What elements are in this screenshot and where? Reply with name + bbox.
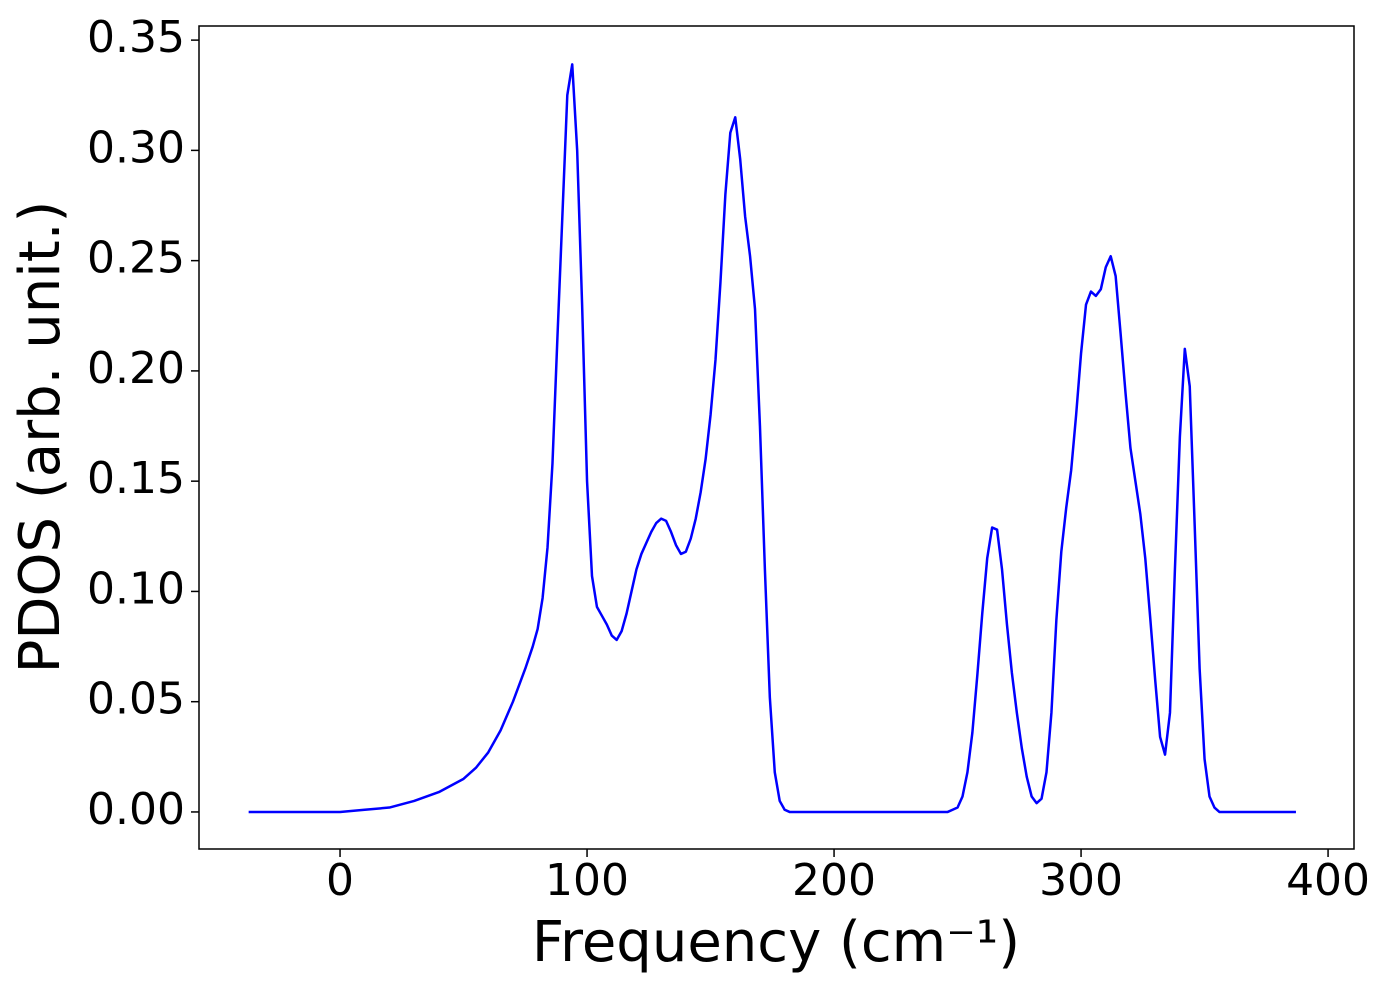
y-tick-label: 0.35 [87,12,185,63]
y-tick-label: 0.15 [87,453,185,504]
y-tick-label: 0.20 [87,343,185,394]
x-tick-label: 100 [545,855,629,906]
y-tick-label: 0.05 [87,674,185,725]
y-tick-label: 0.00 [87,784,185,835]
x-tick-label: 200 [792,855,876,906]
x-tick-label: 300 [1039,855,1123,906]
y-axis-label: PDOS (arb. unit.) [8,201,73,674]
data-line [248,63,1296,814]
x-tick-label: 400 [1286,855,1370,906]
plot-frame [198,25,1355,850]
y-tick-label: 0.10 [87,563,185,614]
x-axis-label: Frequency (cm⁻¹) [532,910,1020,975]
y-tick-label: 0.30 [87,122,185,173]
x-tick-label: 0 [326,855,354,906]
y-tick-label: 0.25 [87,233,185,284]
